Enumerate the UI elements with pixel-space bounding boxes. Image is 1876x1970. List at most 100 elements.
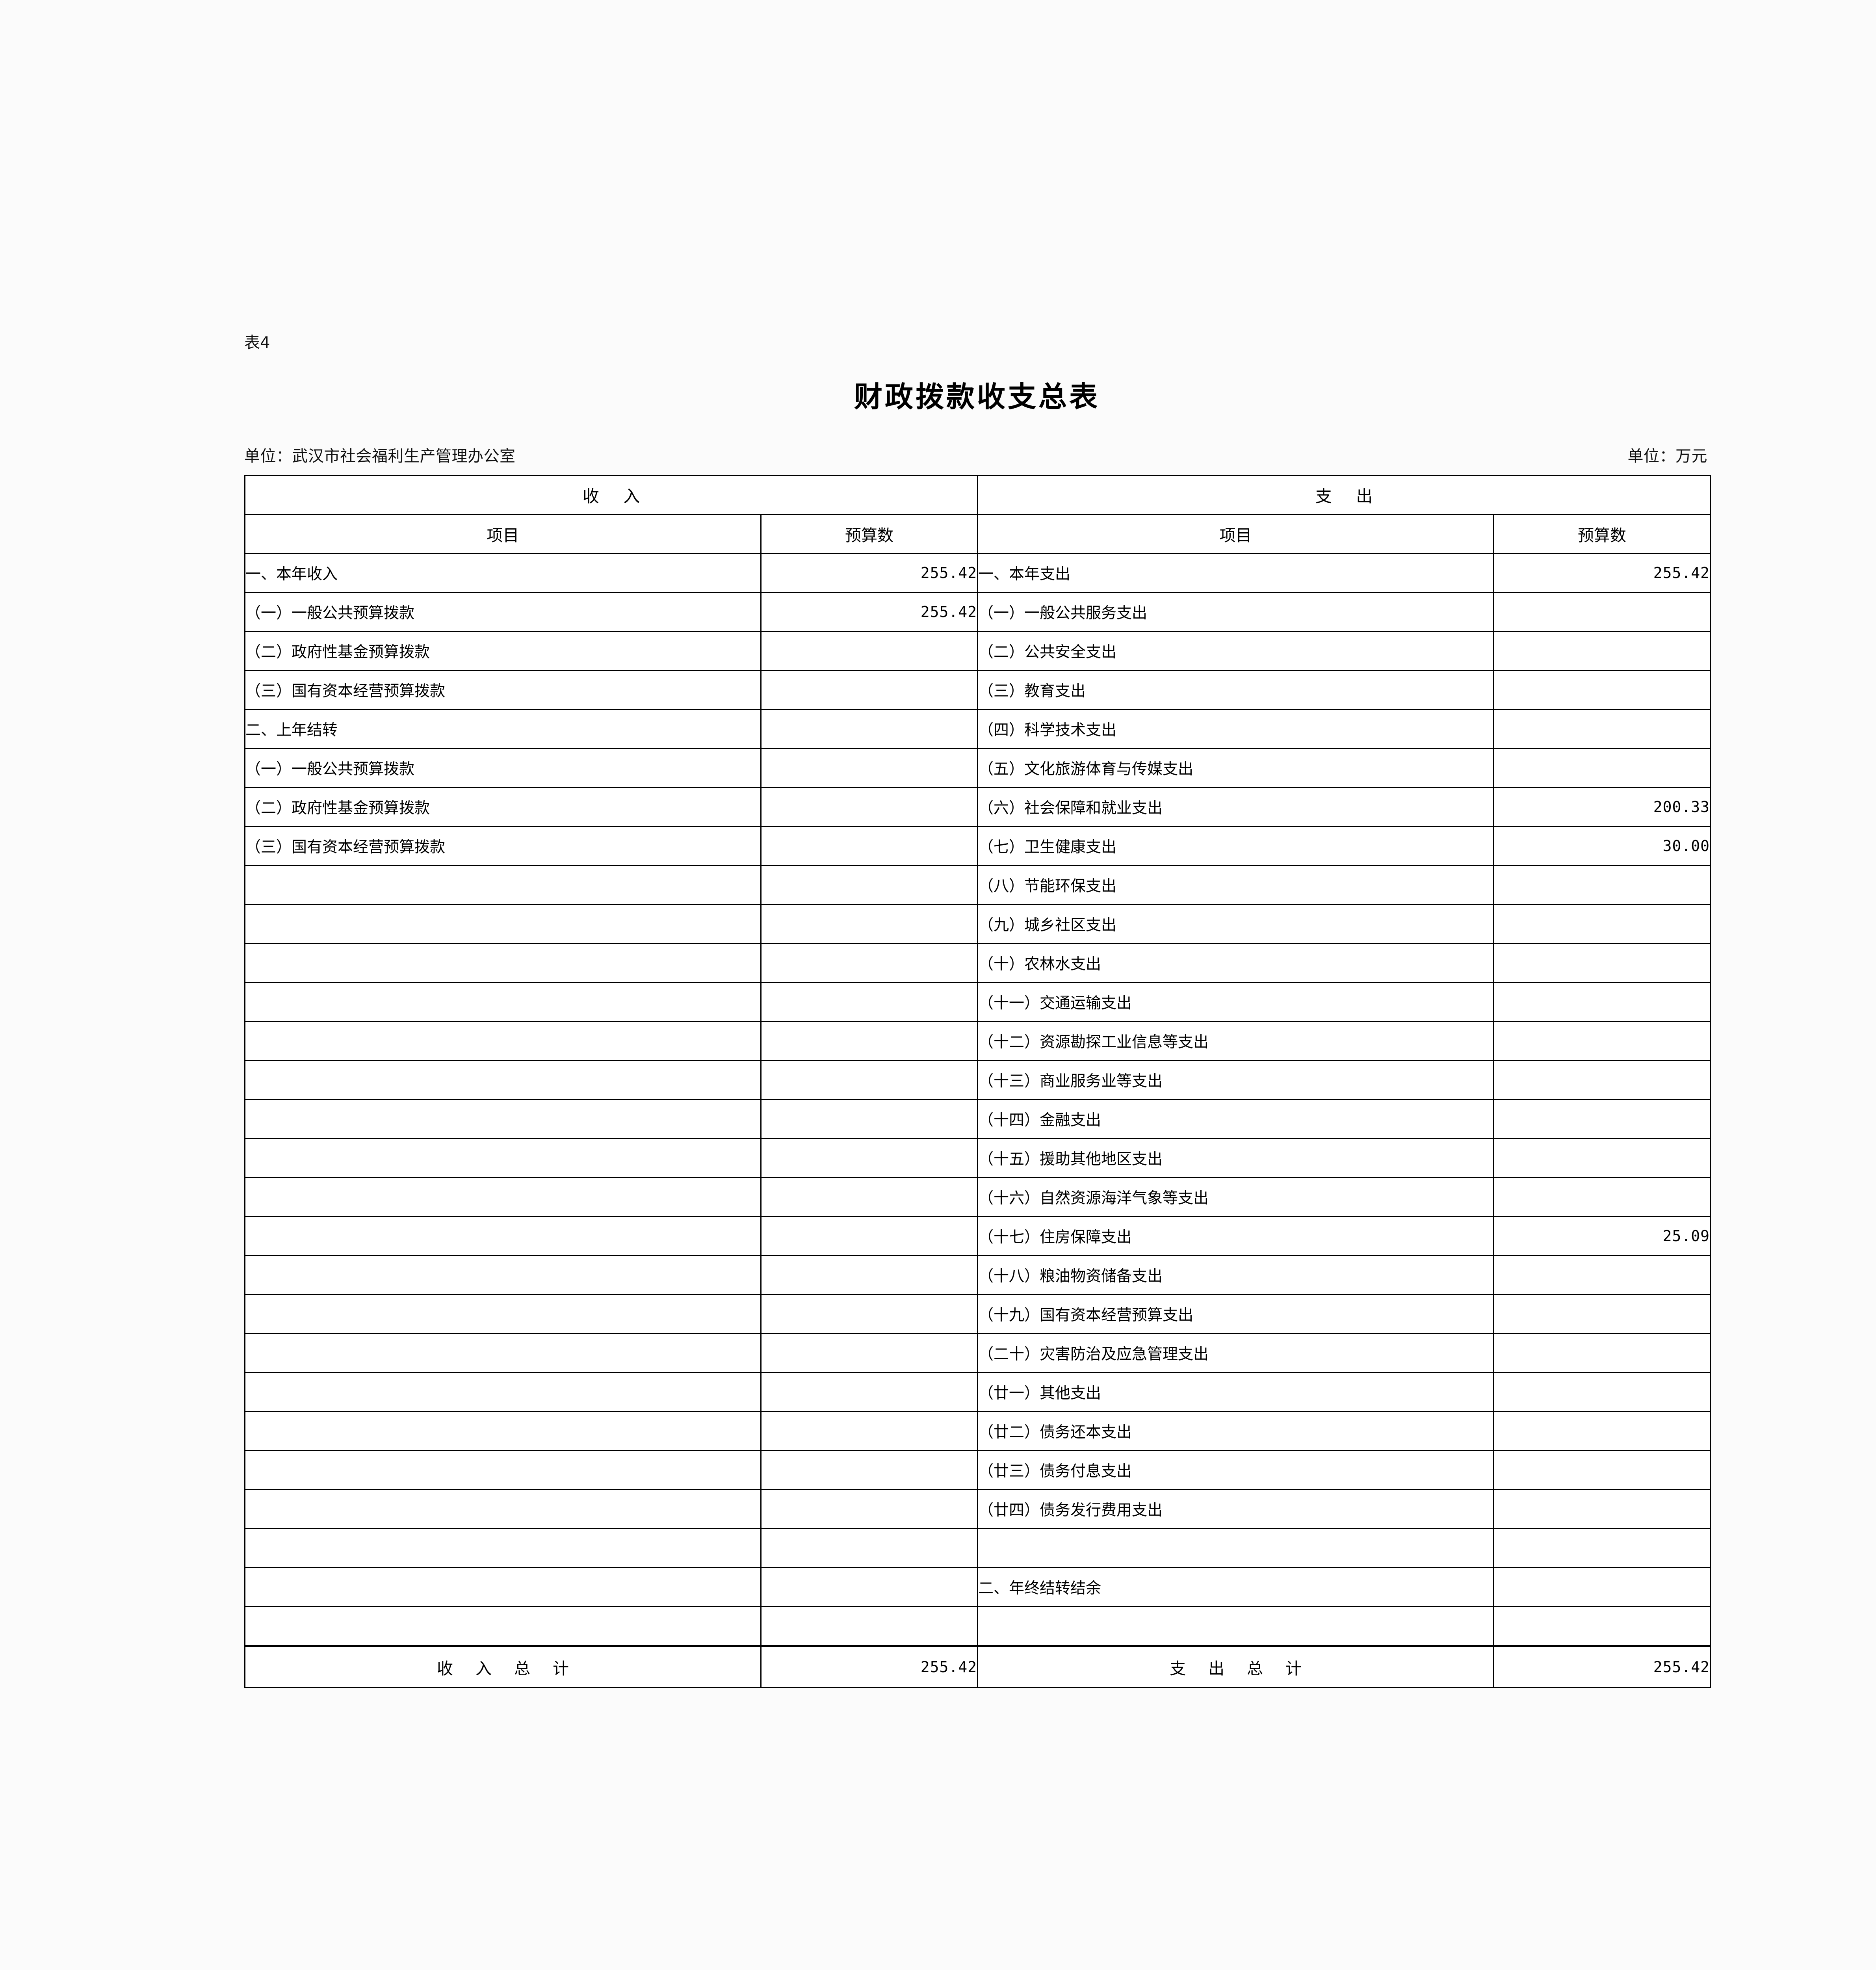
row-expenditure-amount bbox=[1493, 1255, 1711, 1295]
row-expenditure-item: （十）农林水支出 bbox=[977, 943, 1495, 983]
row-expenditure-amount: 255.42 bbox=[1493, 553, 1711, 593]
row-expenditure-item: （三）教育支出 bbox=[977, 670, 1495, 710]
row-expenditure-item: （廿二）债务还本支出 bbox=[977, 1411, 1495, 1451]
table-row: （一）一般公共预算拨款 （五）文化旅游体育与传媒支出 bbox=[244, 748, 1711, 788]
row-expenditure-item: （四）科学技术支出 bbox=[977, 709, 1495, 749]
row-expenditure-amount bbox=[1493, 1489, 1711, 1530]
row-expenditure-item: （十二）资源勘探工业信息等支出 bbox=[977, 1021, 1495, 1061]
group-header-expenditure: 支 出 bbox=[977, 475, 1711, 515]
total-amount-income: 255.42 bbox=[760, 1645, 979, 1689]
table-row: （九）城乡社区支出 bbox=[244, 904, 1711, 944]
table-row: （二）政府性基金预算拨款 （六）社会保障和就业支出 200.33 bbox=[244, 787, 1711, 827]
table-row: （三）国有资本经营预算拨款 （三）教育支出 bbox=[244, 670, 1711, 710]
row-income-amount bbox=[760, 1372, 979, 1412]
row-income-amount bbox=[760, 1294, 979, 1334]
table-row: （十九）国有资本经营预算支出 bbox=[244, 1294, 1711, 1334]
table-row bbox=[244, 1528, 1711, 1569]
row-expenditure-item: （八）节能环保支出 bbox=[977, 865, 1495, 905]
row-income-amount bbox=[760, 943, 979, 983]
row-expenditure-amount bbox=[1493, 631, 1711, 671]
row-income-item: （一）一般公共预算拨款 bbox=[244, 748, 762, 788]
row-income-item bbox=[244, 1372, 762, 1412]
row-expenditure-item: （廿三）债务付息支出 bbox=[977, 1450, 1495, 1491]
row-expenditure-item: （二）公共安全支出 bbox=[977, 631, 1495, 671]
table-row: （廿四）债务发行费用支出 bbox=[244, 1489, 1711, 1530]
row-income-amount bbox=[760, 865, 979, 905]
table-row: 二、上年结转 （四）科学技术支出 bbox=[244, 709, 1711, 749]
row-income-amount bbox=[760, 748, 979, 788]
row-income-item bbox=[244, 1333, 762, 1373]
row-income-item bbox=[244, 1177, 762, 1217]
row-expenditure-amount: 200.33 bbox=[1493, 787, 1711, 827]
row-income-amount bbox=[760, 1216, 979, 1256]
row-income-item bbox=[244, 1255, 762, 1295]
table-body: 一、本年收入 255.42 一、本年支出 255.42 （一）一般公共预算拨款 255.4… bbox=[244, 553, 1711, 1647]
table-row: （廿一）其他支出 bbox=[244, 1372, 1711, 1412]
row-income-item: （一）一般公共预算拨款 bbox=[244, 592, 762, 632]
row-income-item bbox=[244, 1567, 762, 1608]
row-expenditure-amount bbox=[1493, 865, 1711, 905]
column-header-income-item: 项目 bbox=[244, 514, 762, 554]
row-expenditure-item: （一）一般公共服务支出 bbox=[977, 592, 1495, 632]
row-expenditure-item: （七）卫生健康支出 bbox=[977, 826, 1495, 866]
row-income-item: 一、本年收入 bbox=[244, 553, 762, 593]
row-income-item bbox=[244, 1060, 762, 1100]
row-income-amount bbox=[760, 787, 979, 827]
row-income-item: （三）国有资本经营预算拨款 bbox=[244, 670, 762, 710]
row-expenditure-amount bbox=[1493, 1606, 1711, 1647]
row-income-amount bbox=[760, 1450, 979, 1491]
row-expenditure-item: （十三）商业服务业等支出 bbox=[977, 1060, 1495, 1100]
budget-sheet: 表4 财政拨款收支总表 单位：武汉市社会福利生产管理办公室 单位：万元 收 入 … bbox=[244, 335, 1711, 1689]
row-income-amount bbox=[760, 1177, 979, 1217]
row-expenditure-amount bbox=[1493, 1450, 1711, 1491]
row-expenditure-amount bbox=[1493, 1021, 1711, 1061]
table-row: （十八）粮油物资储备支出 bbox=[244, 1255, 1711, 1295]
row-income-amount bbox=[760, 982, 979, 1022]
row-expenditure-amount bbox=[1493, 1099, 1711, 1139]
row-expenditure-item: （十一）交通运输支出 bbox=[977, 982, 1495, 1022]
table-row: （一）一般公共预算拨款 255.42 （一）一般公共服务支出 bbox=[244, 592, 1711, 632]
row-income-item: （二）政府性基金预算拨款 bbox=[244, 787, 762, 827]
table-row: （十七）住房保障支出 25.09 bbox=[244, 1216, 1711, 1256]
row-income-item bbox=[244, 1216, 762, 1256]
organization-unit-label: 单位：武汉市社会福利生产管理办公室 bbox=[244, 447, 516, 466]
table-row: （十三）商业服务业等支出 bbox=[244, 1060, 1711, 1100]
row-expenditure-amount bbox=[1493, 670, 1711, 710]
row-expenditure-amount bbox=[1493, 982, 1711, 1022]
row-income-amount bbox=[760, 631, 979, 671]
row-income-item: （二）政府性基金预算拨款 bbox=[244, 631, 762, 671]
budget-table: 收 入 支 出 项目 预算数 项目 预算数 一、本年收入 255.42 一、本年支出… bbox=[244, 475, 1711, 1689]
row-income-amount: 255.42 bbox=[760, 553, 979, 593]
row-expenditure-item: （十八）粮油物资储备支出 bbox=[977, 1255, 1495, 1295]
table-row bbox=[244, 1606, 1711, 1647]
row-expenditure-item: 二、年终结转结余 bbox=[977, 1567, 1495, 1608]
row-income-amount bbox=[760, 1099, 979, 1139]
row-expenditure-amount: 25.09 bbox=[1493, 1216, 1711, 1256]
row-expenditure-amount bbox=[1493, 709, 1711, 749]
meta-row: 单位：武汉市社会福利生产管理办公室 单位：万元 bbox=[244, 443, 1710, 466]
row-expenditure-item: （五）文化旅游体育与传媒支出 bbox=[977, 748, 1495, 788]
table-row: （三）国有资本经营预算拨款 （七）卫生健康支出 30.00 bbox=[244, 826, 1711, 866]
row-expenditure-item: （十七）住房保障支出 bbox=[977, 1216, 1495, 1256]
table-row: （廿三）债务付息支出 bbox=[244, 1450, 1711, 1491]
row-income-item bbox=[244, 865, 762, 905]
row-income-amount bbox=[760, 1255, 979, 1295]
table-row: （十六）自然资源海洋气象等支出 bbox=[244, 1177, 1711, 1217]
row-expenditure-item: （廿一）其他支出 bbox=[977, 1372, 1495, 1412]
row-income-amount bbox=[760, 1021, 979, 1061]
column-header-expenditure-item: 项目 bbox=[977, 514, 1495, 554]
column-header-income-amount: 预算数 bbox=[760, 514, 979, 554]
row-income-item bbox=[244, 1099, 762, 1139]
row-income-item: 二、上年结转 bbox=[244, 709, 762, 749]
row-expenditure-amount bbox=[1493, 592, 1711, 632]
table-row: （十）农林水支出 bbox=[244, 943, 1711, 983]
row-expenditure-item: （廿四）债务发行费用支出 bbox=[977, 1489, 1495, 1530]
row-expenditure-amount bbox=[1493, 1060, 1711, 1100]
table-column-header-row: 项目 预算数 项目 预算数 bbox=[244, 514, 1711, 554]
row-expenditure-amount bbox=[1493, 1411, 1711, 1451]
group-header-income: 收 入 bbox=[244, 475, 979, 515]
column-header-expenditure-amount: 预算数 bbox=[1493, 514, 1711, 554]
row-income-amount bbox=[760, 709, 979, 749]
table-row: （十二）资源勘探工业信息等支出 bbox=[244, 1021, 1711, 1061]
